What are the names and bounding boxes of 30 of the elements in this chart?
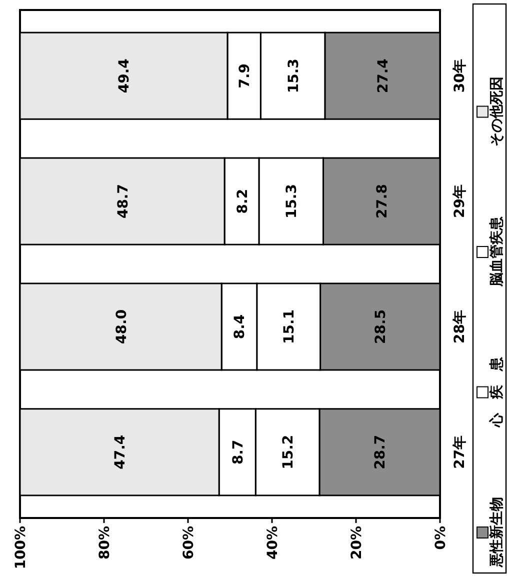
data-label: 27.8 <box>374 184 391 219</box>
legend-label: その他死因 <box>489 76 505 146</box>
data-label: 27.4 <box>375 58 392 94</box>
y-tick-label: 28年 <box>452 310 468 344</box>
data-label: 48.7 <box>115 184 132 219</box>
data-label: 49.4 <box>116 58 133 94</box>
data-label: 8.7 <box>230 440 246 465</box>
y-tick-label: 29年 <box>452 184 468 218</box>
data-label: 7.9 <box>237 63 254 88</box>
data-label: 8.4 <box>232 314 248 340</box>
data-label: 15.1 <box>282 309 298 344</box>
data-label: 15.2 <box>280 434 297 470</box>
legend-label: 悪性新生物 <box>488 497 505 568</box>
x-tick-label: 100% <box>13 526 29 570</box>
x-tick-label: 80% <box>97 526 113 560</box>
y-tick-label: 30年 <box>452 59 468 93</box>
x-tick-label: 0% <box>433 526 449 550</box>
data-label: 8.2 <box>234 188 251 214</box>
x-tick-label: 40% <box>265 526 281 560</box>
data-label: 15.3 <box>284 184 300 219</box>
data-label: 47.4 <box>112 434 129 470</box>
x-tick-label: 60% <box>181 526 197 560</box>
legend-label: 脳血管疾患 <box>488 216 505 288</box>
x-tick-label: 20% <box>349 526 365 560</box>
data-label: 15.3 <box>286 58 302 94</box>
y-tick-label: 27年 <box>452 435 468 469</box>
data-label: 28.7 <box>372 434 389 470</box>
data-label: 48.0 <box>114 309 130 344</box>
data-label: 28.5 <box>373 309 390 344</box>
legend-label: 心 疾 患 <box>488 356 505 428</box>
